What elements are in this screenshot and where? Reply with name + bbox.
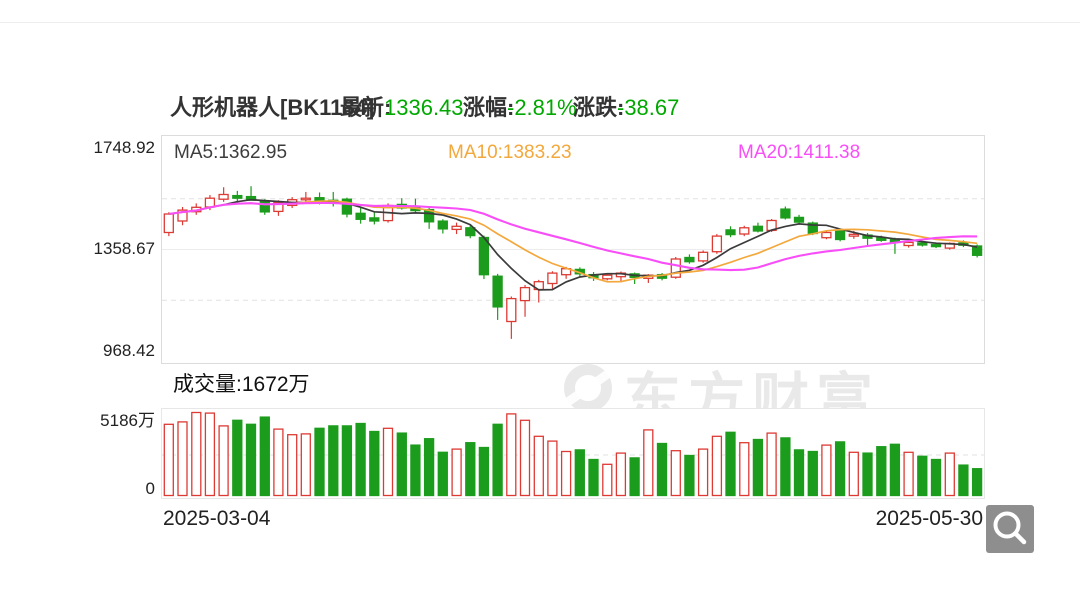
volume-title: 成交量:1672万 — [173, 373, 310, 396]
top-divider — [0, 22, 1080, 23]
ma10-legend: MA10:1383.23 — [448, 142, 572, 163]
stock-title: 人形机器人[BK1184] — [170, 95, 375, 120]
volume-tick-max: 5186万 — [100, 411, 155, 430]
change-label: 涨跌: — [573, 95, 625, 120]
change-pct-label: 涨幅: — [463, 95, 515, 120]
quote-header: 人形机器人[BK1184] 最新: 1336.43 涨幅: -2.81% 涨跌:… — [0, 94, 1080, 122]
candlestick-pane[interactable]: 东方财富 MA5:1362.95 MA10:1383.23 MA20:1411.… — [161, 135, 985, 432]
ma20-legend: MA20:1411.38 — [738, 142, 861, 163]
change-value: -38.67 — [617, 95, 680, 120]
latest-value: 1336.43 — [384, 95, 464, 120]
watermark-logo-slash — [560, 368, 614, 409]
latest-label: 最新: — [340, 95, 392, 120]
price-tick-min: 968.42 — [103, 341, 155, 360]
change-pct-value: -2.81% — [507, 95, 577, 120]
volume-chart[interactable] — [162, 409, 984, 497]
x-axis-start-date: 2025-03-04 — [163, 507, 271, 530]
search-icon — [993, 511, 1027, 545]
search-magnifier-button[interactable] — [986, 505, 1034, 553]
ma5-legend: MA5:1362.95 — [174, 142, 288, 163]
watermark-logo-icon — [564, 364, 612, 412]
volume-pane[interactable] — [161, 408, 985, 499]
x-axis-end-date: 2025-05-30 — [875, 507, 983, 530]
price-tick-max: 1748.92 — [93, 138, 155, 157]
volume-tick-zero: 0 — [145, 479, 155, 498]
price-tick-mid: 1358.67 — [93, 239, 155, 258]
candlestick-chart[interactable] — [162, 136, 984, 363]
